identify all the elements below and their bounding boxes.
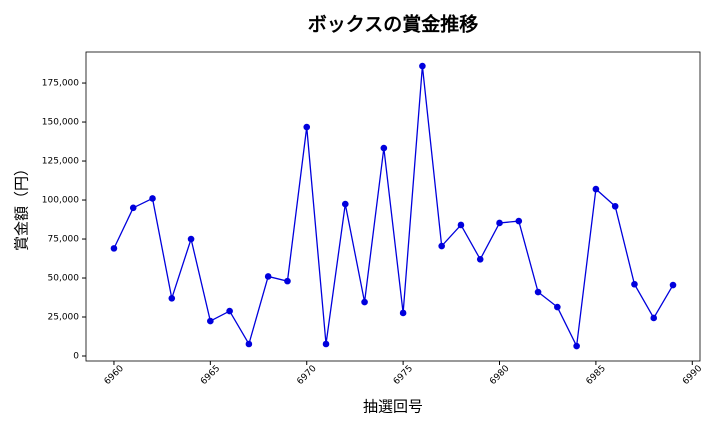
point — [226, 307, 233, 315]
y-tick-label: 50,000 — [48, 274, 80, 284]
x-tick-label: 6970 — [295, 364, 318, 387]
point — [399, 309, 407, 317]
point — [476, 255, 484, 263]
point — [264, 273, 272, 280]
line — [113, 65, 674, 349]
x-tick-label: 6965 — [199, 364, 222, 387]
point — [303, 123, 311, 131]
y-tick-label: 0 — [73, 352, 79, 362]
point — [322, 340, 330, 348]
point — [496, 219, 503, 227]
point — [110, 245, 118, 252]
point — [207, 317, 214, 325]
point — [631, 280, 638, 288]
y-tick-label: 75,000 — [48, 235, 80, 245]
point — [149, 195, 156, 202]
point — [669, 281, 677, 289]
point — [168, 294, 176, 302]
x-axis-label: 抽選回号 — [363, 398, 423, 416]
x-tick-label: 6990 — [681, 364, 704, 387]
y-axis-label: 賞金額（円） — [13, 161, 31, 251]
point — [650, 314, 658, 322]
x-tick-label: 6985 — [585, 364, 608, 387]
y-tick-label: 175,000 — [42, 79, 79, 89]
x-tick-label: 6975 — [392, 364, 415, 387]
y-tick-label: 25,000 — [48, 313, 80, 323]
point — [592, 185, 600, 193]
point — [284, 277, 291, 285]
point — [341, 200, 349, 208]
point — [457, 221, 465, 229]
point — [573, 342, 580, 350]
plot-area — [85, 51, 701, 362]
point — [361, 298, 368, 306]
y-tick-label: 100,000 — [42, 196, 79, 206]
point — [419, 62, 426, 70]
x-tick-label: 6980 — [488, 364, 511, 387]
point — [380, 144, 388, 152]
y-tick-label: 125,000 — [42, 157, 79, 167]
point — [611, 202, 619, 210]
point — [438, 242, 445, 250]
point — [245, 340, 253, 348]
x-tick-label: 6960 — [103, 364, 126, 387]
point — [554, 303, 561, 311]
point — [187, 235, 195, 243]
y-tick-label: 150,000 — [42, 118, 79, 128]
point — [534, 288, 542, 296]
point — [515, 217, 523, 225]
chart-title: ボックスの賞金推移 — [308, 13, 478, 36]
point — [129, 204, 137, 212]
